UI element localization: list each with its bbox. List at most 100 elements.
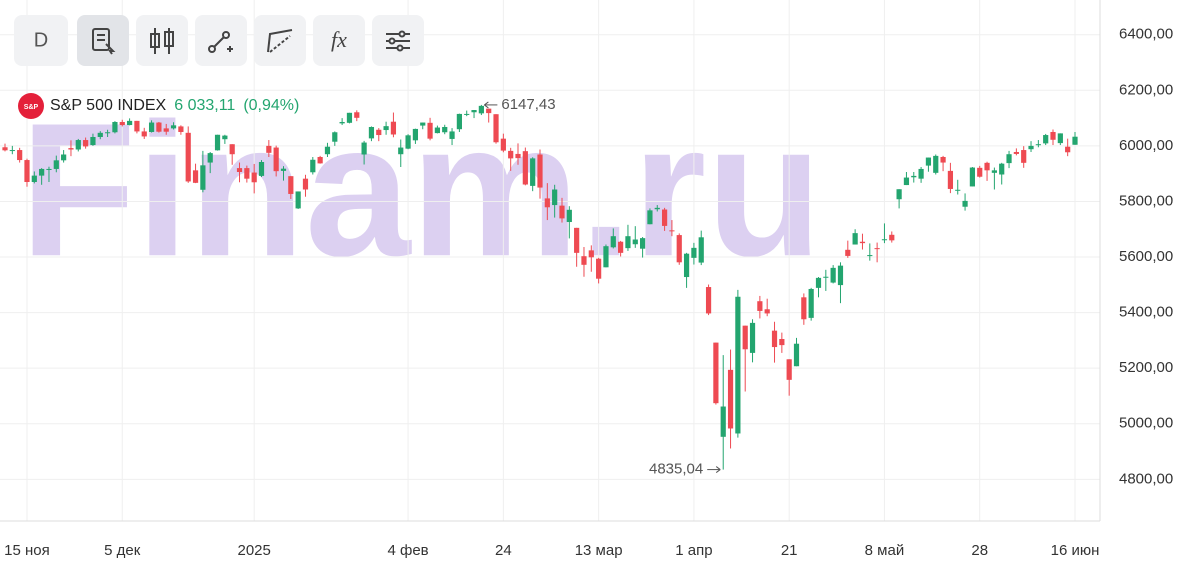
y-tick-label: 5600,00 [1119,248,1173,265]
candle-body [1013,151,1019,154]
candle-body [17,150,23,161]
candle-body [654,207,660,210]
candle-body [779,338,785,346]
candle-body [339,121,345,124]
candle-body [984,162,990,171]
candle-body [420,122,426,126]
candle-body [596,258,602,279]
interval-label: D [34,29,48,51]
candle-body [236,168,243,172]
candle-body [1065,146,1071,153]
candle-body [119,121,125,126]
candle-body [317,156,323,164]
candle-body [757,301,763,311]
x-tick-label: 24 [495,542,512,559]
candle-body [559,205,565,219]
candle-body [97,132,103,137]
candle-body [698,237,704,263]
function-icon: fx [331,27,347,52]
x-tick-label: 5 дек [104,542,141,559]
candle-body [574,227,580,253]
ray-icon [267,29,293,53]
candle-body [412,128,419,141]
candle-body [383,126,389,131]
candle-body [148,122,155,132]
candle-body [398,147,404,155]
candle-body [911,175,917,178]
candle-body [434,127,440,134]
candle-body [845,249,851,256]
candle-body [889,234,895,241]
candle-body [1006,154,1012,164]
candle-body [925,157,932,166]
annotation-label: 4835,04 [649,461,703,478]
candle-body [962,200,968,207]
candle-body [881,239,888,241]
candle-body [566,209,572,223]
candle-body [815,277,822,288]
candle-body [346,112,353,123]
x-tick-label: 15 ноя [4,542,50,559]
indicators-button[interactable] [313,15,365,66]
candle-body [75,140,81,150]
candle-body [977,167,983,177]
candle-body [749,322,756,353]
interval-button[interactable] [14,15,68,66]
y-tick-label: 6000,00 [1119,137,1173,154]
candle-body [727,369,734,429]
candle-body [625,236,631,249]
candle-body [808,288,814,318]
candle-body [867,255,873,257]
candle-body [112,121,118,133]
candle-body [837,265,844,286]
y-tick-label: 5000,00 [1119,415,1173,432]
candle-body [390,121,397,135]
candle-body [683,253,690,278]
candle-body [185,132,191,182]
candle-body [53,160,59,169]
candle-body [464,113,470,115]
candle-body [134,120,140,132]
candle-body [522,151,528,185]
candle-body [493,114,499,143]
x-tick-label: 28 [971,542,988,559]
last-price: 6 033,11 [174,97,235,114]
x-tick-label: 1 апр [675,542,712,559]
candle-body [771,330,778,348]
candle-body [324,146,331,155]
candle-body [705,287,712,314]
x-tick-label: 13 мар [575,542,623,559]
chart-type-button[interactable] [136,15,188,66]
candle-body [933,155,939,173]
candle-body [515,153,521,159]
candle-body [969,167,975,187]
price-change: (0,94%) [243,97,299,114]
candle-body [830,267,836,283]
x-tick-label: 16 июн [1051,542,1100,559]
candle-body [500,138,506,151]
candle-body [244,168,250,179]
candle-body [1043,135,1049,144]
annotation-arrowhead [715,466,721,473]
candle-body [163,128,169,132]
candle-body [742,325,748,350]
candle-body [1021,150,1027,163]
candle-body [991,170,997,173]
candle-body [83,140,89,147]
candle-body [368,126,375,139]
candle-body [229,144,235,155]
candle-body [940,156,946,163]
candle-body [200,165,206,190]
candle-body [786,359,792,380]
candle-body [588,250,594,258]
candle-body [1050,131,1056,140]
draw-ray-button[interactable] [254,15,306,66]
candle-body [676,235,682,263]
candle-body [478,105,484,114]
candle-body [618,241,624,253]
candle-body [471,110,477,113]
candle-body [288,176,294,194]
candle-body [258,161,265,176]
candle-body [214,134,221,151]
